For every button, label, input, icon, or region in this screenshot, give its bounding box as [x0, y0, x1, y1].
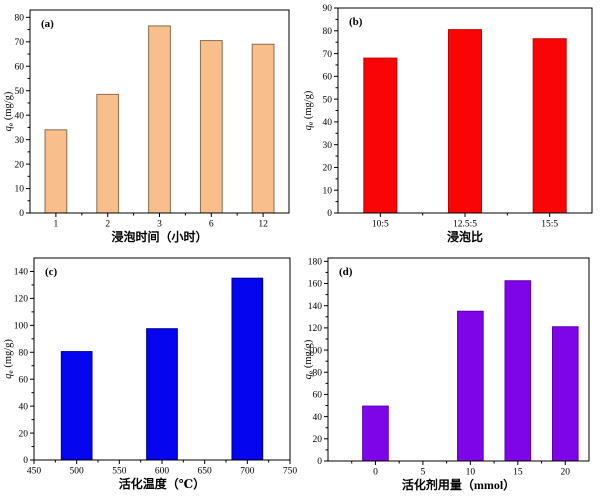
x-tick-label: 20: [561, 468, 571, 478]
x-axis-title: 活化温度（℃）: [119, 476, 205, 491]
y-tick-label: 80: [323, 27, 333, 37]
x-tick-label: 600: [155, 467, 170, 477]
y-tick-label: 80: [15, 14, 25, 24]
y-tick-label: 10: [15, 185, 25, 195]
x-axis-title: 浸泡时间（小时）: [111, 229, 207, 244]
x-tick-label: 0: [373, 468, 378, 478]
y-tick-label: 80: [19, 348, 29, 358]
panel-c: 0 20 40 60 80 100 120 140 450 500 550 600 650 700 750 活…: [0, 248, 300, 497]
bar-4: [251, 43, 275, 214]
x-tick-label: 1: [54, 220, 59, 230]
x-tick-label: 15: [513, 468, 523, 478]
x-tick-label: 550: [112, 467, 127, 477]
x-tick-label: 10: [466, 468, 476, 478]
y-tick-label: 0: [317, 457, 322, 467]
bar-2: [504, 280, 532, 462]
y-tick-label: 40: [15, 111, 25, 121]
y-tick-label: 40: [313, 413, 323, 423]
bar-1: [146, 328, 178, 461]
x-tick-label: 3: [157, 220, 162, 230]
y-axis-title: qe (mg/g): [3, 339, 15, 379]
panel-letter-label: (d): [339, 266, 353, 278]
y-tick-label: 90: [323, 4, 333, 14]
y-tick-label: 80: [313, 368, 323, 378]
panel-letter-label: (a): [41, 18, 54, 30]
panel-letter-label: (b): [349, 16, 363, 28]
y-tick-label: 40: [19, 402, 29, 412]
y-tick-label: 160: [308, 280, 323, 290]
y-axis-title: qe (mg/g): [3, 91, 15, 131]
y-tick-label: 20: [313, 435, 323, 445]
y-tick-label: 100: [14, 322, 29, 332]
y-axis-title: qe (mg/g): [303, 90, 315, 130]
chart-c-canvas: 0 20 40 60 80 100 120 140 450 500 550 600 650 700 750 活…: [3, 257, 298, 491]
x-tick-label: 12: [258, 220, 268, 230]
y-tick-label: 20: [323, 164, 333, 174]
y-tick-label: 60: [313, 391, 323, 401]
y-tick-label: 50: [15, 87, 25, 97]
y-tick-label: 60: [323, 73, 333, 83]
x-tick-label: 10:5: [372, 220, 389, 230]
bar-3: [551, 326, 579, 462]
y-tick-label: 10: [323, 186, 333, 196]
y-tick-label: 50: [323, 95, 333, 105]
y-tick-label: 70: [323, 50, 333, 60]
y-tick-label: 40: [323, 118, 333, 128]
chart-b-canvas: 0 10 20 30 40 50 60 70 80 90 10:5 12.5:5 15:5 浸泡比 qe (…: [303, 4, 593, 244]
y-tick-label: 30: [15, 136, 25, 146]
panel-letter-label: (c): [45, 266, 58, 278]
x-tick-label: 15:5: [541, 220, 558, 230]
y-tick-label: 20: [15, 160, 25, 170]
x-tick-label: 12.5:5: [453, 220, 477, 230]
bar-2: [231, 277, 264, 461]
y-tick-label: 140: [14, 268, 29, 278]
x-tick-label: 750: [283, 467, 298, 477]
x-tick-label: 700: [240, 467, 255, 477]
y-axis-title: qe (mg/g): [303, 339, 315, 379]
panel-d: 0 20 40 60 80 100 120 140 160 180 0 5 10 15 20 活化剂用量（mm…: [300, 248, 600, 497]
panel-b: 0 10 20 30 40 50 60 70 80 90 10:5 12.5:5 15:5 浸泡比 qe (…: [300, 0, 600, 248]
y-tick-label: 0: [327, 209, 332, 219]
y-tick-label: 60: [19, 375, 29, 385]
y-tick-label: 180: [308, 258, 323, 268]
y-tick-label: 120: [14, 295, 29, 305]
bar-0: [44, 129, 68, 214]
y-tick-label: 140: [308, 302, 323, 312]
bar-0: [363, 57, 398, 214]
plot-frame: [327, 257, 590, 462]
y-tick-label: 0: [23, 456, 28, 466]
bar-0: [362, 405, 389, 462]
bar-2: [148, 25, 171, 214]
y-tick-label: 60: [15, 62, 25, 72]
x-tick-label: 6: [209, 220, 214, 230]
x-tick-label: 450: [27, 467, 42, 477]
bar-1: [96, 93, 120, 214]
y-tick-label: 20: [19, 429, 29, 439]
x-tick-label: 5: [421, 468, 426, 478]
bar-3: [199, 40, 223, 214]
x-tick-label: 650: [198, 467, 213, 477]
bar-1: [447, 29, 483, 214]
y-tick-label: 30: [323, 141, 333, 151]
y-tick-label: 0: [19, 209, 24, 219]
bar-1: [457, 310, 484, 462]
x-axis-title: 浸泡比: [447, 229, 483, 244]
bar-0: [60, 351, 93, 461]
bar-2: [532, 38, 567, 214]
chart-d-canvas: 0 20 40 60 80 100 120 140 160 180 0 5 10 15 20 活化剂用量（mm…: [303, 257, 590, 492]
x-tick-label: 500: [70, 467, 85, 477]
y-tick-label: 100: [308, 346, 323, 356]
panel-a: 0 10 20 30 40 50 60 70 80 1 2 3 6 12 浸泡时间（小时） qe (mg/g)…: [0, 0, 300, 248]
x-tick-label: 2: [105, 220, 110, 230]
x-axis-title: 活化剂用量（mmol）: [402, 477, 515, 492]
y-tick-label: 70: [15, 38, 25, 48]
y-tick-label: 120: [308, 324, 323, 334]
